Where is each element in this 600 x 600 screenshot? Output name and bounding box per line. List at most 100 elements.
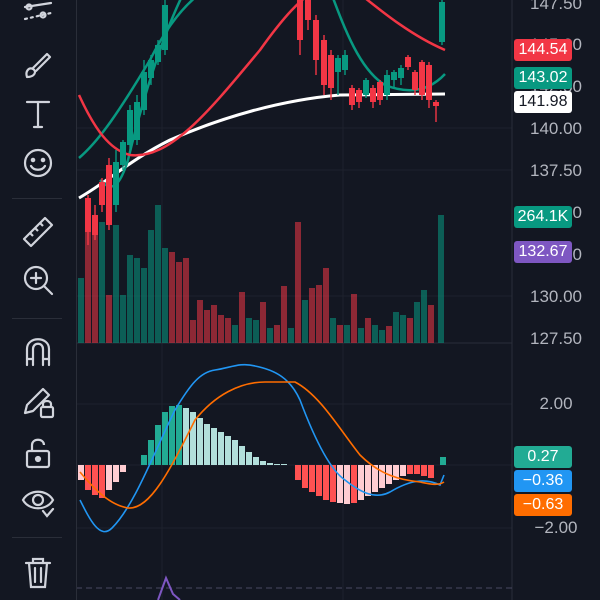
- macd-axis-tag: 0.27: [514, 446, 572, 468]
- candle-body: [405, 57, 411, 67]
- macd-histogram-bar: [99, 465, 105, 498]
- candle-body: [305, 0, 311, 20]
- candle-body: [384, 75, 390, 95]
- macd-histogram-bar: [330, 465, 336, 502]
- macd-histogram-bar: [400, 465, 406, 476]
- macd-histogram-bar: [169, 406, 175, 465]
- volume-bar: [316, 285, 322, 343]
- macd-histogram-bar: [148, 440, 154, 465]
- candle-body: [342, 55, 348, 70]
- macd-histogram-bar: [323, 465, 329, 500]
- macd-histogram-bar: [239, 446, 245, 465]
- ma-fast-line-left: [77, 0, 305, 157]
- volume-bar: [295, 222, 301, 343]
- rsi-line: [157, 575, 181, 600]
- volume-bar: [309, 288, 315, 343]
- candle-body: [162, 5, 168, 50]
- macd-histogram-bar: [176, 405, 182, 465]
- volume-bar: [281, 286, 287, 343]
- macd-histogram-bar: [113, 465, 119, 482]
- volume-bar: [120, 295, 126, 343]
- volume-bar: [225, 318, 231, 343]
- macd-histogram-bar: [141, 455, 147, 465]
- text-tool-icon[interactable]: [18, 94, 58, 134]
- toolbar-separator: [12, 318, 62, 319]
- price-axis-tag: 143.02: [514, 67, 572, 89]
- volume-bar: [414, 302, 420, 343]
- price-axis-tag: 264.1K: [514, 206, 572, 228]
- macd-histogram-bar: [85, 465, 91, 490]
- volume-bar: [239, 292, 245, 343]
- candle-body: [377, 82, 383, 100]
- macd-histogram-bar: [344, 465, 350, 504]
- macd-histogram-bar: [316, 465, 322, 496]
- eye-visibility-icon[interactable]: [18, 480, 58, 520]
- candle-body: [141, 72, 147, 110]
- volume-bar: [155, 205, 161, 343]
- macd-axis-label: −2.00: [534, 518, 578, 537]
- volume-bar: [421, 290, 427, 343]
- macd-histogram-bar: [421, 465, 427, 476]
- ruler-tool-icon[interactable]: [18, 212, 58, 252]
- volume-bar: [428, 305, 434, 343]
- price-axis-label: 127.50: [530, 329, 582, 348]
- price-axis-label: 147.50: [530, 0, 582, 13]
- emoji-tool-icon[interactable]: [18, 143, 58, 183]
- macd-histogram-bar: [351, 465, 357, 503]
- candle-body: [148, 60, 154, 78]
- macd-histogram-bar: [197, 418, 203, 465]
- volume-bar: [211, 305, 217, 343]
- trendline-tool-icon[interactable]: [18, 0, 58, 38]
- volume-bar: [169, 252, 175, 343]
- macd-axis-label: 2.00: [539, 394, 573, 413]
- lock-drawings-icon[interactable]: [18, 382, 58, 422]
- macd-histogram-bar: [260, 461, 266, 465]
- candle-body: [85, 198, 91, 232]
- candle-body: [113, 162, 119, 205]
- volume-bar: [302, 300, 308, 343]
- volume-bar: [260, 302, 266, 343]
- toolbar-separator: [12, 537, 62, 538]
- brush-tool-icon[interactable]: [18, 46, 58, 86]
- unlock-icon[interactable]: [18, 432, 58, 472]
- magnet-tool-icon[interactable]: [18, 331, 58, 371]
- volume-bar: [127, 255, 133, 343]
- macd-histogram-bar: [414, 465, 420, 474]
- trash-icon[interactable]: [18, 552, 58, 592]
- macd-histogram-bar: [440, 457, 446, 465]
- volume-bar: [438, 215, 444, 343]
- volume-bar: [204, 310, 210, 343]
- candle-body: [297, 0, 303, 40]
- candle-body: [412, 72, 418, 90]
- macd-histogram-bar: [92, 465, 98, 495]
- volume-bar: [267, 328, 273, 343]
- volume-bar: [162, 248, 168, 343]
- volume-bar: [400, 315, 406, 343]
- signal-line: [79, 381, 445, 509]
- volume-bar: [141, 268, 147, 343]
- macd-histogram-bar: [162, 412, 168, 465]
- zoom-in-tool-icon[interactable]: [18, 260, 58, 300]
- volume-bar: [232, 325, 238, 343]
- candle-body: [120, 142, 126, 165]
- candle-body: [134, 102, 140, 140]
- macd-histogram-bar: [204, 424, 210, 465]
- volume-bar: [190, 320, 196, 343]
- volume-bar: [407, 318, 413, 343]
- candle-body: [363, 80, 369, 95]
- macd-histogram-bar: [302, 465, 308, 488]
- macd-histogram-bar: [379, 465, 385, 488]
- volume-bar: [274, 325, 280, 343]
- macd-axis-tag: −0.36: [514, 470, 572, 492]
- ma-fast-line-right: [365, 0, 446, 52]
- volume-bar: [134, 258, 140, 343]
- volume-bar: [379, 330, 385, 343]
- volume-bar: [246, 318, 252, 343]
- macd-histogram-bar: [120, 465, 126, 472]
- volume-bar: [113, 225, 119, 343]
- macd-histogram-bar: [274, 464, 280, 465]
- candle-body: [313, 20, 319, 60]
- macd-line: [79, 363, 445, 533]
